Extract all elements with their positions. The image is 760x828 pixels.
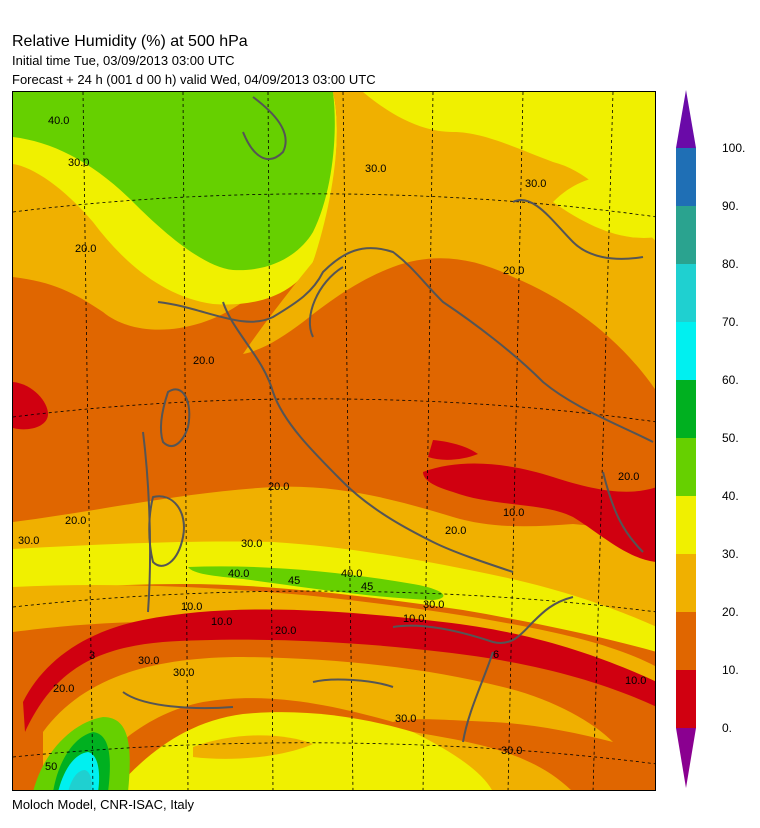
initial-time-line: Initial time Tue, 03/09/2013 03:00 UTC — [12, 53, 235, 68]
field-30-40-northeast — [553, 176, 655, 238]
colorbar-graphic — [676, 90, 696, 788]
graticule — [13, 92, 655, 790]
colorbar-cell — [676, 612, 696, 670]
contour-label: 40.0 — [228, 568, 249, 580]
colorbar — [672, 90, 700, 797]
contour-label: 20.0 — [618, 471, 639, 483]
footer-credit: Moloch Model, CNR-ISAC, Italy — [12, 797, 195, 812]
contour-labels: 40.0 30.0 30.0 30.0 20.0 20.0 20.0 20.0 … — [18, 115, 646, 773]
colorbar-label: 90. — [722, 199, 739, 213]
colorbar-cell — [676, 554, 696, 612]
colorbar-cell — [676, 264, 696, 322]
contour-label: 20.0 — [65, 515, 86, 527]
contour-label: 20.0 — [75, 243, 96, 255]
colorbar-label: 70. — [722, 315, 739, 329]
map-title: Relative Humidity (%) at 500 hPa — [12, 33, 248, 50]
contour-label: 10.0 — [625, 675, 646, 687]
contour-label: 40.0 — [48, 115, 69, 127]
field-30-40-bottom — [181, 782, 348, 790]
contour-label: 6 — [493, 649, 499, 661]
colorbar-label: 60. — [722, 373, 739, 387]
humidity-map: 40.0 30.0 30.0 30.0 20.0 20.0 20.0 20.0 … — [12, 91, 656, 791]
contour-label: 30.0 — [501, 745, 522, 757]
colorbar-cell — [676, 322, 696, 380]
colorbar-label: 20. — [722, 605, 739, 619]
contour-label: 3 — [89, 650, 95, 662]
field-0-10-arc — [23, 609, 655, 732]
contour-label: 30.0 — [395, 713, 416, 725]
contour-label: 40.0 — [341, 568, 362, 580]
field-20-30-north — [243, 92, 655, 390]
field-20-30-south-core — [193, 735, 313, 759]
contour-label: 30.0 — [423, 599, 444, 611]
forecast-valid-line: Forecast + 24 h (001 d 00 h) valid Wed, … — [12, 72, 376, 87]
contour-label: 10.0 — [503, 507, 524, 519]
coastlines — [122, 96, 654, 743]
field-0-10-east — [423, 463, 655, 562]
colorbar-label: 30. — [722, 547, 739, 561]
contour-label: 45 — [288, 575, 300, 587]
contour-label: 30.0 — [68, 157, 89, 169]
colorbar-label: 100. — [722, 141, 746, 155]
field-70-80-southwest — [68, 770, 92, 790]
contour-label: 20.0 — [275, 625, 296, 637]
field-20-30-south-band — [13, 585, 655, 687]
colorbar-bottom-arrow — [676, 728, 696, 788]
contour-label: 30.0 — [18, 535, 39, 547]
colorbar-cell — [676, 148, 696, 206]
map-canvas: 40.0 30.0 30.0 30.0 20.0 20.0 20.0 20.0 … — [13, 92, 655, 790]
contour-label: 30.0 — [241, 538, 262, 550]
contour-label: 30.0 — [525, 178, 546, 190]
field-0-10-west — [13, 382, 48, 430]
contour-label: 45 — [361, 581, 373, 593]
colorbar-label: 50. — [722, 431, 739, 445]
field-0-10-east-small — [428, 440, 478, 460]
contour-label: 30.0 — [365, 163, 386, 175]
contour-label: 10.0 — [181, 601, 202, 613]
contour-label: 50 — [45, 761, 57, 773]
field-20-30-south — [43, 657, 613, 790]
colorbar-cell — [676, 380, 696, 438]
field-30-40-south — [114, 712, 503, 790]
field-40-50-northwest — [13, 92, 335, 271]
colorbar-label: 0. — [722, 721, 733, 735]
field-30-40-north — [363, 92, 655, 241]
contour-label: 20.0 — [503, 265, 524, 277]
contour-label: 10.0 — [211, 616, 232, 628]
contour-label: 20.0 — [53, 683, 74, 695]
colorbar-label: 80. — [722, 257, 739, 271]
contour-label: 20.0 — [445, 525, 466, 537]
colorbar-cell — [676, 438, 696, 496]
field-30-40-band — [13, 541, 655, 652]
colorbar-label: 10. — [722, 663, 739, 677]
colorbar-top-arrow — [676, 90, 696, 148]
colorbar-cell — [676, 496, 696, 554]
contour-label: 20.0 — [268, 481, 289, 493]
contour-label: 20.0 — [193, 355, 214, 367]
contour-label: 10.0 — [403, 613, 424, 625]
colorbar-label: 40. — [722, 489, 739, 503]
contour-label: 30.0 — [173, 667, 194, 679]
colorbar-cell — [676, 670, 696, 728]
colorbar-cell — [676, 206, 696, 264]
contour-label: 30.0 — [138, 655, 159, 667]
